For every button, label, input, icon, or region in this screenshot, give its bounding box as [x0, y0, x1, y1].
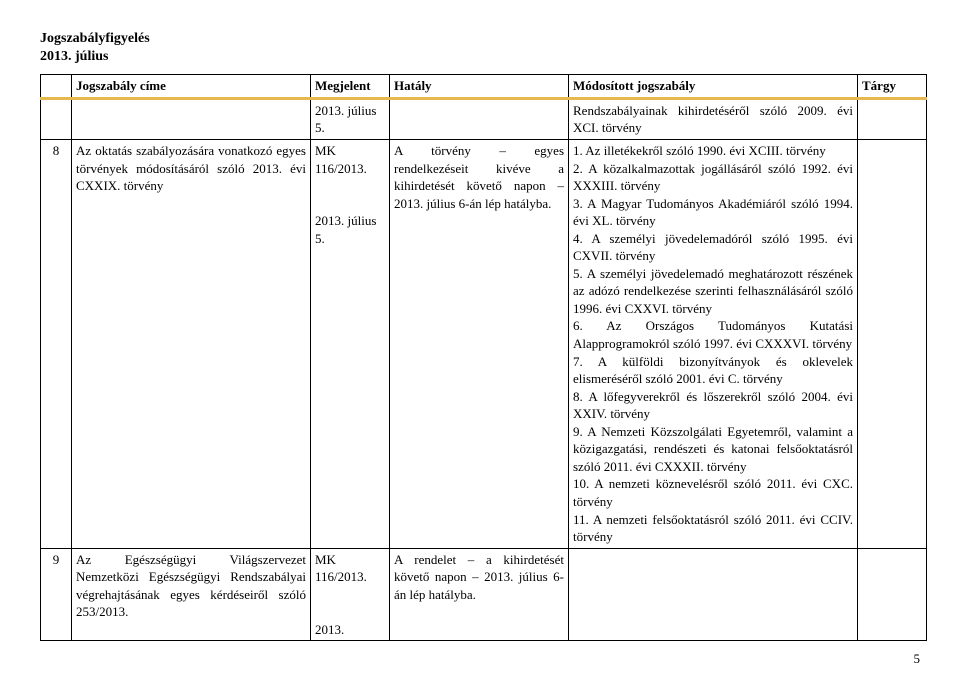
cell-mod: 1. Az illetékekről szóló 1990. évi XCIII… — [569, 140, 858, 549]
cell-title: Az Egészségügyi Világszervezet Nemzetköz… — [72, 548, 311, 641]
cell-eff: A törvény – egyes rendelkezéseit kivéve … — [390, 140, 569, 549]
header-line1: Jogszabályfigyelés — [40, 30, 920, 48]
table-header-row: Jogszabály címe Megjelent Hatály Módosít… — [41, 75, 927, 99]
table-row: 2013. július 5. Rendszabályainak kihirde… — [41, 98, 927, 139]
table-row: 9 Az Egészségügyi Világszervezet Nemzetk… — [41, 548, 927, 641]
cell-title — [72, 98, 311, 139]
table-row: 8 Az oktatás szabályozására vonatkozó eg… — [41, 140, 927, 549]
cell-num — [41, 98, 72, 139]
header-line2: 2013. július — [40, 48, 920, 66]
col-header-mod: Módosított jogszabály — [569, 75, 858, 99]
page-header: Jogszabályfigyelés 2013. július — [40, 30, 920, 66]
table-body: 2013. július 5. Rendszabályainak kihirde… — [41, 98, 927, 640]
page-number: 5 — [40, 651, 920, 667]
cell-title: Az oktatás szabályozására vonatkozó egye… — [72, 140, 311, 549]
cell-targy — [858, 548, 927, 641]
regulation-table: Jogszabály címe Megjelent Hatály Módosít… — [40, 74, 927, 641]
col-header-eff: Hatály — [390, 75, 569, 99]
cell-eff — [390, 98, 569, 139]
col-header-title: Jogszabály címe — [72, 75, 311, 99]
col-header-num — [41, 75, 72, 99]
cell-mod — [569, 548, 858, 641]
cell-pub: MK 116/2013.2013. — [311, 548, 390, 641]
col-header-targy: Tárgy — [858, 75, 927, 99]
cell-pub: 2013. július 5. — [311, 98, 390, 139]
cell-eff: A rendelet – a kihirdetését követő napon… — [390, 548, 569, 641]
cell-pub: MK 116/2013.2013. július 5. — [311, 140, 390, 549]
cell-targy — [858, 140, 927, 549]
cell-num: 8 — [41, 140, 72, 549]
cell-num: 9 — [41, 548, 72, 641]
cell-mod: Rendszabályainak kihirdetéséről szóló 20… — [569, 98, 858, 139]
cell-targy — [858, 98, 927, 139]
col-header-pub: Megjelent — [311, 75, 390, 99]
